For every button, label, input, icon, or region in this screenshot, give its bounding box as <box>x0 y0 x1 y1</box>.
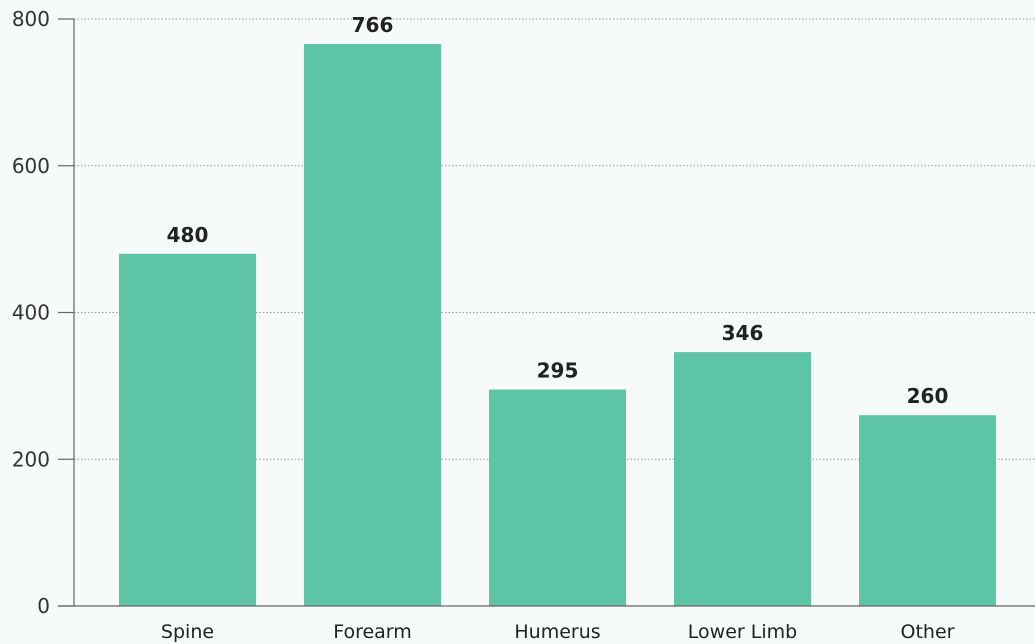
bar-spine <box>119 253 256 607</box>
data-label: 766 <box>352 13 394 37</box>
x-tick-label: Humerus <box>514 621 600 643</box>
bars <box>119 43 996 607</box>
x-tick-label: Lower Limb <box>688 621 797 643</box>
y-tick-label: 0 <box>37 594 50 618</box>
x-tick-label: Other <box>901 621 955 643</box>
y-tick-label: 200 <box>12 447 50 471</box>
x-tick-label: Forearm <box>333 621 412 643</box>
x-tick-labels: Spine Forearm Humerus Lower Limb Other <box>161 621 955 643</box>
data-label: 346 <box>722 321 764 345</box>
bar-lower-limb <box>674 352 811 606</box>
axes <box>58 18 1035 607</box>
data-label: 295 <box>537 359 579 383</box>
y-tick-labels: 0 200 400 600 800 <box>12 7 50 618</box>
bar-forearm <box>304 43 441 606</box>
bar-other <box>859 415 996 606</box>
y-tick-label: 800 <box>12 7 50 31</box>
data-label: 480 <box>167 223 209 247</box>
x-tick-label: Spine <box>161 621 214 643</box>
data-label: 260 <box>907 384 949 408</box>
y-tick-label: 600 <box>12 154 50 178</box>
data-labels: 480 766 295 346 260 <box>167 13 949 408</box>
bar-humerus <box>489 389 626 606</box>
y-tick-label: 400 <box>12 301 50 325</box>
